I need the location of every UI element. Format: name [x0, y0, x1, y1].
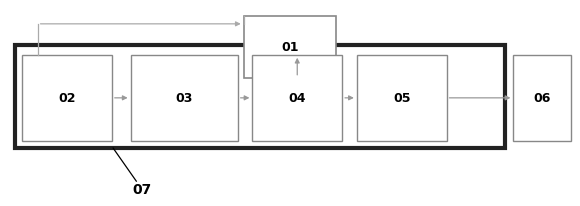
Text: 04: 04 [288, 92, 306, 105]
Text: 06: 06 [534, 92, 551, 105]
Bar [22, 56, 112, 141]
Text: 02: 02 [58, 92, 76, 105]
Text: 07: 07 [132, 183, 152, 197]
Bar [252, 56, 342, 141]
Bar [357, 56, 447, 141]
Text: 03: 03 [176, 92, 193, 105]
Bar [130, 56, 238, 141]
Bar [513, 56, 571, 141]
Bar [14, 45, 505, 148]
Text: 05: 05 [393, 92, 411, 105]
Text: 01: 01 [281, 41, 299, 54]
Bar [244, 16, 336, 78]
